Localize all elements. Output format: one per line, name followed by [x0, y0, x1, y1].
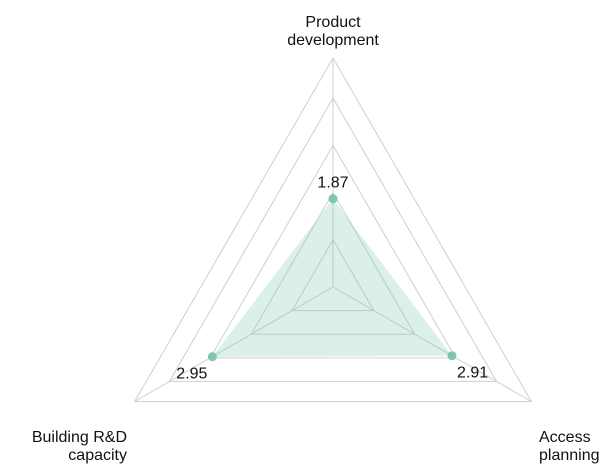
value-label-1: 1.87: [317, 175, 348, 192]
axis-label-1: Product development: [287, 14, 379, 49]
data-area: [212, 198, 452, 357]
grid-group: [133, 57, 533, 402]
data-point-2: [447, 351, 457, 361]
axis-label-2-line-2: planning: [539, 447, 600, 464]
axis-label-1-line-2: development: [287, 32, 379, 49]
grid-level-3: [209, 144, 457, 359]
value-label-3: 2.95: [176, 366, 207, 383]
axis-label-2: Access planning: [539, 429, 600, 464]
axis-label-3-line-1: Building R&D: [32, 429, 127, 446]
grid-level-1: [291, 238, 375, 312]
grid-level-5: [133, 57, 533, 402]
grid-level-4: [168, 97, 498, 382]
axis-label-3-line-2: capacity: [68, 447, 127, 464]
axis-label-1-line-1: Product: [305, 14, 361, 31]
axis-label-3: Building R&D capacity: [32, 429, 127, 464]
axis-label-2-line-1: Access: [539, 429, 591, 446]
value-label-2: 2.91: [457, 365, 488, 382]
data-point-1: [328, 194, 338, 204]
axis-spoke-2: [332, 286, 532, 402]
grid-level-2: [250, 191, 416, 335]
data-point-3: [207, 352, 217, 362]
axis-spoke-3: [134, 286, 334, 402]
